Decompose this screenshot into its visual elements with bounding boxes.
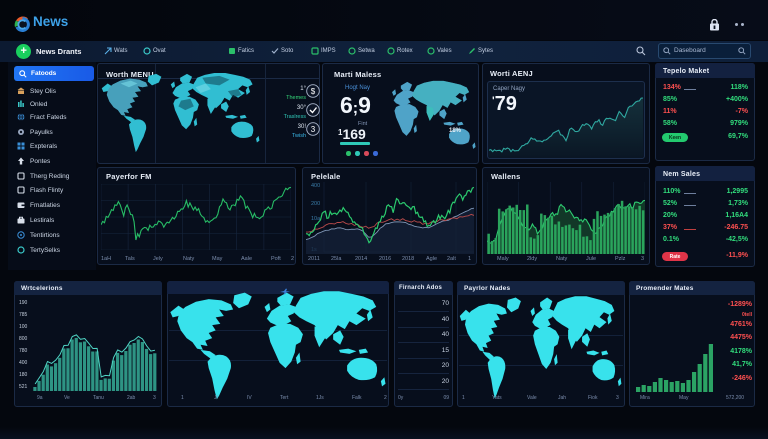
svg-text:$: $	[311, 87, 316, 96]
svg-text:3: 3	[311, 125, 316, 134]
